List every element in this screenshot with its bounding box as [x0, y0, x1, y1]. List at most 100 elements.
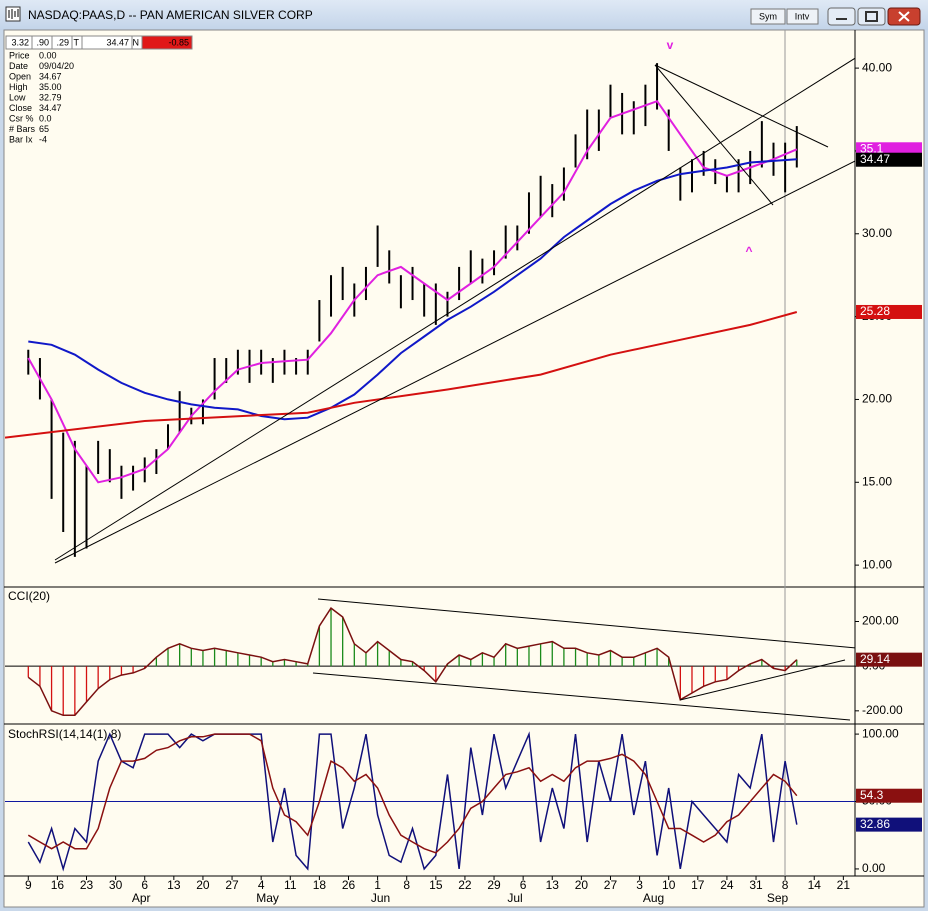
- value-tag: [856, 304, 922, 319]
- trendline: [317, 598, 855, 649]
- x-tick-label: 24: [720, 878, 734, 892]
- stoch-line: [27, 733, 798, 854]
- x-tick-label: 6: [520, 878, 527, 892]
- value-tag-label: 29.14: [860, 652, 890, 666]
- x-tick-label: 10: [662, 878, 676, 892]
- y-tick-label: 200.00: [862, 614, 899, 628]
- x-tick-label: 8: [782, 878, 789, 892]
- minimize-button[interactable]: [827, 7, 856, 26]
- x-tick-label: 3: [636, 878, 643, 892]
- info-value: 0.00: [39, 50, 57, 60]
- intv-button-label[interactable]: Intv: [795, 11, 810, 21]
- x-tick-label: 4: [258, 878, 265, 892]
- info-value: 32.79: [39, 92, 62, 102]
- y-tick-label: 15.00: [862, 474, 892, 488]
- value-tag: [856, 788, 922, 803]
- month-label: Jul: [507, 891, 522, 905]
- trendline: [54, 160, 855, 564]
- trendline: [54, 57, 855, 561]
- panel-title: CCI(20): [8, 589, 50, 603]
- info-value: 09/04/20: [39, 61, 74, 71]
- x-tick-label: 13: [546, 878, 560, 892]
- moving-average: [5, 311, 798, 439]
- x-tick-label: 6: [141, 878, 148, 892]
- x-tick-label: 16: [51, 878, 65, 892]
- x-tick-label: 11: [284, 878, 297, 892]
- panel-title: StochRSI(14,14(1),8): [8, 727, 121, 741]
- info-cell-text: .90: [36, 37, 49, 47]
- month-label: May: [256, 891, 279, 905]
- x-tick-label: 14: [808, 878, 822, 892]
- info-cell: [141, 35, 193, 50]
- y-tick-label: 20.00: [862, 392, 892, 406]
- info-value: 35.00: [39, 82, 62, 92]
- y-tick-label: 30.00: [862, 226, 892, 240]
- cci-line: [27, 607, 798, 717]
- info-label: Low: [9, 92, 26, 102]
- value-tag: [856, 817, 922, 832]
- x-tick-label: 17: [691, 878, 705, 892]
- month-label: Apr: [132, 891, 151, 905]
- month-label: Sep: [767, 891, 789, 905]
- info-cell-text: -0.85: [168, 37, 189, 47]
- trendlines: [54, 57, 855, 721]
- x-tick-label: 22: [458, 878, 472, 892]
- annotation: ^: [745, 244, 752, 258]
- sym-button-label[interactable]: Sym: [759, 11, 777, 21]
- y-tick-label: 100.00: [862, 726, 899, 740]
- value-tag: [856, 652, 922, 667]
- value-tag-label: 25.28: [860, 304, 890, 318]
- plot-layer: [5, 63, 855, 872]
- info-label: Date: [9, 61, 28, 71]
- info-cell-text: T: [74, 37, 80, 47]
- maximize-glyph: [865, 11, 878, 22]
- value-tag-label: 54.3: [860, 788, 884, 802]
- y-tick-label: 10.00: [862, 557, 892, 571]
- info-label: Price: [9, 50, 30, 60]
- info-label: Bar Ix: [9, 134, 33, 144]
- trendline: [312, 672, 851, 721]
- month-label: Aug: [643, 891, 664, 905]
- info-value: 34.47: [39, 103, 62, 113]
- x-tick-label: 23: [80, 878, 94, 892]
- sym-button[interactable]: [750, 8, 786, 25]
- app-icon-glyph: [8, 9, 19, 19]
- trendline: [679, 659, 846, 701]
- info-label: Csr %: [9, 113, 34, 123]
- info-cell-text: 3.32: [11, 37, 29, 47]
- info-label: Open: [9, 71, 31, 81]
- info-label: # Bars: [9, 124, 36, 134]
- moving-average: [28, 158, 797, 421]
- x-tick-label: 20: [196, 878, 210, 892]
- info-value: -4: [39, 134, 47, 144]
- value-tag-label: 35.1: [860, 141, 884, 155]
- y-tick-label: 0.00: [862, 861, 886, 875]
- info-cell-text: .29: [56, 37, 69, 47]
- info-cell-text: 34.47: [106, 37, 129, 47]
- trendline: [654, 64, 774, 206]
- maximize-button[interactable]: [857, 7, 886, 26]
- window-title: NASDAQ:PAAS,D -- PAN AMERICAN SILVER COR…: [28, 8, 313, 22]
- x-tick-label: 30: [109, 878, 123, 892]
- x-tick-label: 21: [837, 878, 851, 892]
- info-value: 65: [39, 124, 49, 134]
- info-value: 34.67: [39, 71, 62, 81]
- x-tick-label: 26: [342, 878, 356, 892]
- x-tick-label: 13: [167, 878, 181, 892]
- info-value: 0.0: [39, 113, 52, 123]
- intv-button[interactable]: [786, 8, 819, 25]
- month-label: Jun: [371, 891, 390, 905]
- y-tick-label: -200.00: [862, 703, 903, 717]
- value-tag-label: 34.47: [860, 152, 890, 166]
- x-tick-label: 31: [749, 878, 763, 892]
- x-tick-label: 9: [25, 878, 32, 892]
- x-tick-label: 27: [225, 878, 239, 892]
- trendline: [654, 64, 829, 148]
- annotation: v: [667, 38, 674, 52]
- y-tick-label: 40.00: [862, 60, 892, 74]
- value-tag-label: 32.86: [860, 817, 890, 831]
- x-tick-label: 15: [429, 878, 443, 892]
- moving-average: [27, 100, 798, 484]
- info-label: High: [9, 82, 28, 92]
